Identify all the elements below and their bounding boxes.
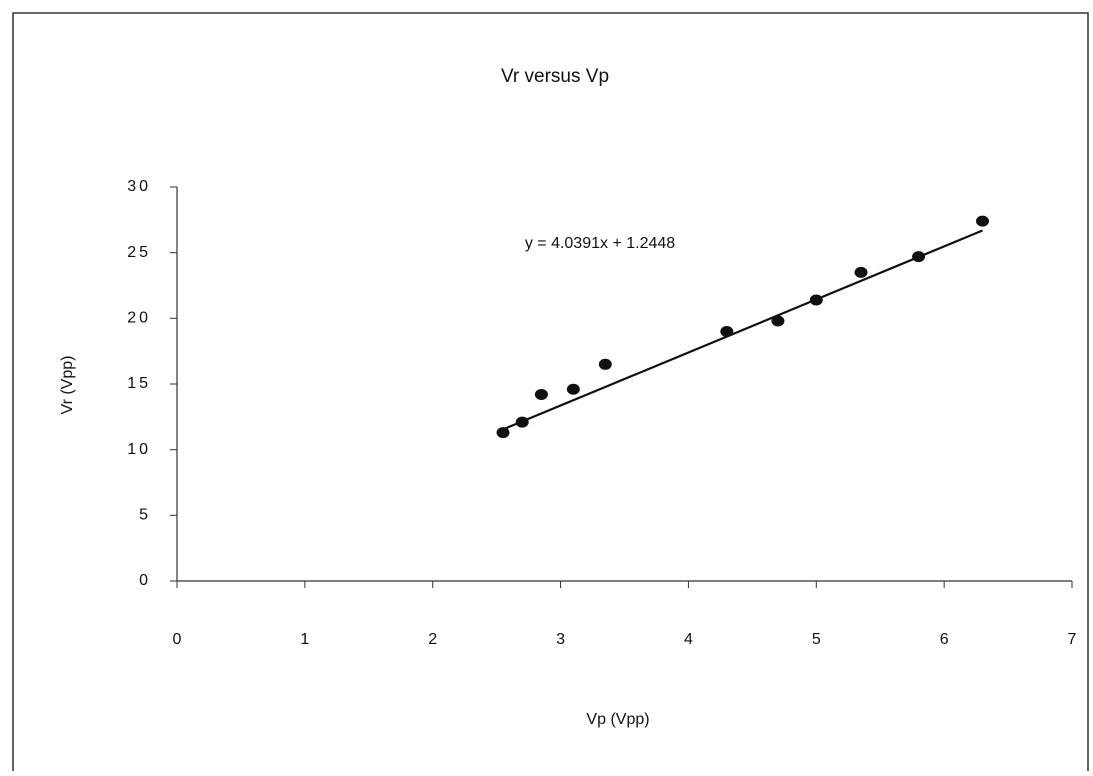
data-point: [599, 359, 612, 370]
x-tick-label: 6: [940, 631, 949, 648]
x-tick-label: 4: [684, 631, 693, 648]
data-point: [720, 326, 733, 337]
chart-frame: [13, 13, 1088, 771]
y-tick-label: 5: [139, 507, 151, 524]
data-point: [567, 384, 580, 395]
data-point: [771, 315, 784, 326]
y-tick-label: 10: [127, 441, 151, 458]
chart: Vr versus Vp Vp (Vpp) Vr (Vpp) y = 4.039…: [0, 0, 1093, 771]
data-point: [976, 216, 989, 227]
y-tick-label: 25: [127, 244, 151, 261]
trendline-equation: y = 4.0391x + 1.2448: [525, 235, 675, 252]
x-tick-label: 7: [1068, 631, 1077, 648]
data-point: [516, 417, 529, 428]
y-axis-label: Vr (Vpp): [59, 356, 76, 415]
trendline: [503, 230, 982, 429]
y-tick-label: 20: [127, 310, 151, 327]
data-point: [497, 427, 510, 438]
data-point: [855, 267, 868, 278]
y-tick-label: 0: [139, 572, 151, 589]
data-point: [535, 389, 548, 400]
data-point: [912, 251, 925, 262]
x-tick-label: 0: [173, 631, 182, 648]
data-point: [810, 294, 823, 305]
x-tick-label: 2: [428, 631, 437, 648]
y-tick-label: 30: [127, 178, 151, 195]
x-axis-label: Vp (Vpp): [586, 711, 649, 728]
x-tick-label: 1: [300, 631, 309, 648]
x-tick-label: 3: [556, 631, 565, 648]
x-tick-label: 5: [812, 631, 821, 648]
chart-title: Vr versus Vp: [501, 66, 609, 87]
y-tick-label: 15: [127, 375, 151, 392]
